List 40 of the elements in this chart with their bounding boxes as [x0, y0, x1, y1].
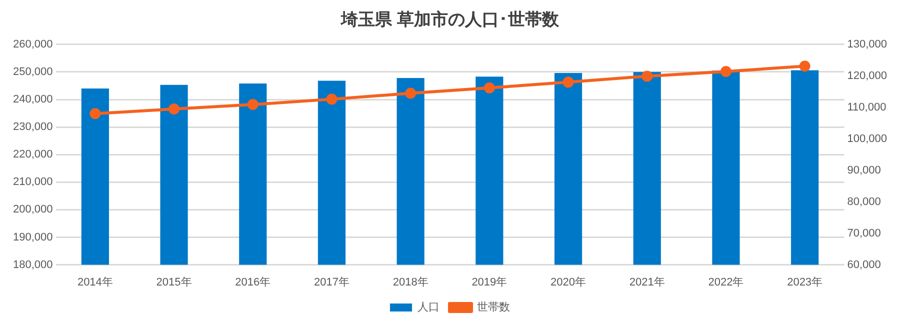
point	[326, 94, 338, 105]
legend-label: 人口	[418, 302, 440, 314]
point	[405, 88, 416, 99]
x-tick-label: 2015年	[156, 276, 192, 288]
x-tick-label: 2020年	[550, 276, 586, 288]
point	[562, 76, 574, 88]
point	[247, 99, 258, 110]
x-tick-label: 2016年	[235, 276, 271, 288]
y-tick-label: 260,000	[12, 38, 53, 50]
y-tick-label: 230,000	[12, 121, 53, 134]
chart-title: 埼玉県 草加市の人口･世帯数	[340, 10, 560, 29]
y2-tick-label: 80,000	[847, 196, 881, 208]
x-tick-label: 2014年	[77, 276, 113, 288]
x-tick-label: 2019年	[472, 276, 508, 288]
x-tick-label: 2017年	[314, 276, 350, 288]
y-tick-label: 250,000	[12, 66, 53, 78]
y-tick-label: 220,000	[12, 148, 53, 161]
y2-tick-label: 120,000	[847, 70, 888, 82]
y2-tick-label: 60,000	[847, 258, 881, 271]
legend-label: 世帯数	[477, 300, 510, 314]
y-tick-label: 210,000	[12, 176, 53, 188]
y-tick-label: 200,000	[12, 204, 53, 216]
y2-tick-label: 100,000	[847, 132, 888, 145]
point	[799, 60, 810, 72]
point	[90, 108, 101, 120]
y2-tick-label: 110,000	[847, 101, 886, 114]
x-tick-label: 2018年	[392, 276, 428, 288]
x-tick-label: 2023年	[787, 276, 823, 288]
point	[484, 82, 495, 94]
point	[720, 66, 732, 77]
x-tick-label: 2021年	[629, 276, 665, 288]
y-tick-label: 180,000	[12, 258, 53, 271]
y-tick-label: 240,000	[12, 94, 53, 106]
y2-tick-label: 130,000	[847, 38, 888, 50]
y2-tick-label: 70,000	[847, 227, 881, 240]
x-tick-label: 2022年	[708, 276, 744, 288]
point	[642, 70, 653, 82]
y2-tick-label: 90,000	[847, 164, 881, 176]
y-tick-label: 190,000	[12, 231, 53, 244]
point	[168, 103, 180, 114]
